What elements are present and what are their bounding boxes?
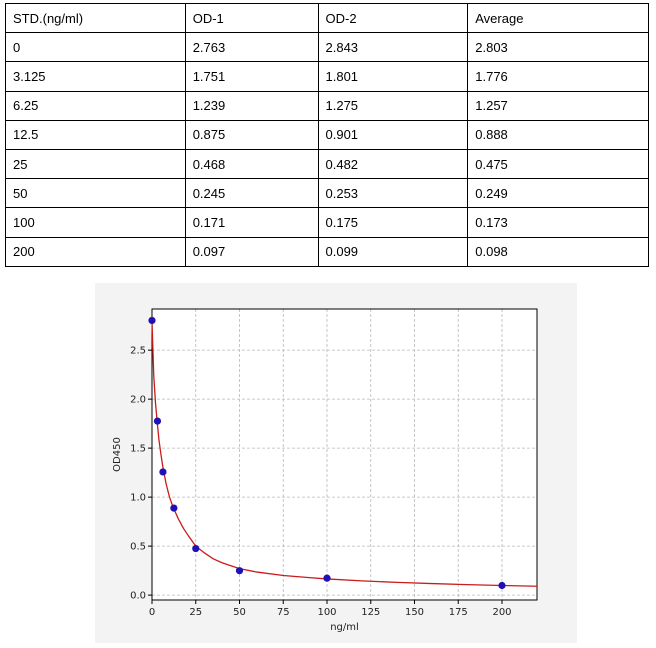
table-cell: 0.171 [184,207,319,238]
y-tick-label: 1.5 [130,444,146,455]
y-tick-label: 0.0 [130,591,146,602]
x-tick-label: 25 [189,607,202,618]
table-cell: 0.173 [467,207,649,238]
table-cell: 1.257 [467,90,649,121]
table-cell: 1.275 [317,90,469,121]
table-row: 100 0.171 0.175 0.173 [5,207,649,238]
table-cell: 0.097 [184,236,319,267]
data-point [235,567,244,575]
table-cell: 0.099 [317,236,469,267]
table-cell: 0.475 [467,148,649,180]
x-tick-label: 0 [149,607,155,618]
fit-curve-line [151,320,538,587]
table-row: 200 0.097 0.099 0.098 [5,236,649,267]
table-cell: 12.5 [5,119,186,150]
table-cell: 25 [5,148,186,180]
table-cell: 0.098 [467,236,649,267]
data-point [148,316,156,325]
table-row: 12.5 0.875 0.901 0.888 [5,119,649,150]
data-point [159,468,167,476]
y-tick-label: 2.5 [130,346,146,357]
table-row: 50 0.245 0.253 0.249 [5,178,649,209]
x-tick-label: 150 [405,607,424,618]
x-tick-label: 200 [492,607,511,618]
table-cell: 0.875 [184,119,319,150]
point-layer [148,316,506,590]
table-cell: 1.801 [317,61,469,92]
data-point [323,574,331,582]
grid-layer [151,309,537,600]
y-tick-label: 1.0 [130,493,146,504]
standard-curve-figure: 0 25 50 75 100 125 150 175 200 0.0 0.5 1.0 1.5 2.0 2.5… [95,283,577,643]
table-cell: 0.175 [317,207,469,238]
table-cell: 2.803 [467,32,649,63]
data-point [498,581,506,590]
y-tick-label: 2.0 [130,395,146,406]
data-point [153,417,162,425]
table-cell: 0.249 [467,178,649,209]
table-header-row: STD.(ng/ml) OD-1 OD-2 Average [5,2,649,34]
table-cell: 0.253 [317,178,469,209]
table-row: 3.125 1.751 1.801 1.776 [5,61,649,92]
data-point [192,544,200,553]
data-point [170,504,178,512]
table-cell: 6.25 [5,90,186,121]
table-header-cell: OD-1 [184,2,319,34]
standard-curve-chart: 0 25 50 75 100 125 150 175 200 0.0 0.5 1.0 1.5 2.0 2.5… [112,308,538,633]
table-cell: 2.843 [317,32,469,63]
table-header-cell: OD-2 [317,2,469,34]
x-tick-label: 50 [233,607,246,618]
table-cell: 50 [5,178,186,209]
x-tick-label: 125 [361,607,380,618]
table-header-cell: Average [467,2,649,34]
table-cell: 1.751 [184,61,319,92]
table-header-cell: STD.(ng/ml) [5,2,186,34]
y-tick-label: 0.5 [130,542,146,553]
table-row: 0 2.763 2.843 2.803 [5,32,649,63]
axes-frame [151,308,538,601]
table-cell: 0.901 [317,119,469,150]
plot-background [152,309,537,600]
table-cell: 200 [5,236,186,267]
table-cell: 2.763 [184,32,319,63]
x-tick-label: 100 [317,607,336,618]
table-row: 25 0.468 0.482 0.475 [5,148,649,180]
table-cell: 0.888 [467,119,649,150]
table-row: 6.25 1.239 1.275 1.257 [5,90,649,121]
table-cell: 1.239 [184,90,319,121]
standards-table: STD.(ng/ml) OD-1 OD-2 Average 0 2.763 2.… [5,2,649,267]
y-axis-label: OD450 [112,437,123,472]
x-tick-label: 75 [277,607,290,618]
tick-layer: 0 25 50 75 100 125 150 175 200 0.0 0.5 1.0 1.5 2.0 2.5 [130,346,511,618]
table-cell: 0.482 [317,148,469,180]
table-cell: 100 [5,207,186,238]
table-cell: 0 [5,32,186,63]
table-cell: 1.776 [467,61,649,92]
table-cell: 0.468 [184,148,319,180]
table-cell: 0.245 [184,178,319,209]
x-tick-label: 175 [449,607,468,618]
table-cell: 3.125 [5,61,186,92]
x-axis-label: ng/ml [330,622,359,633]
